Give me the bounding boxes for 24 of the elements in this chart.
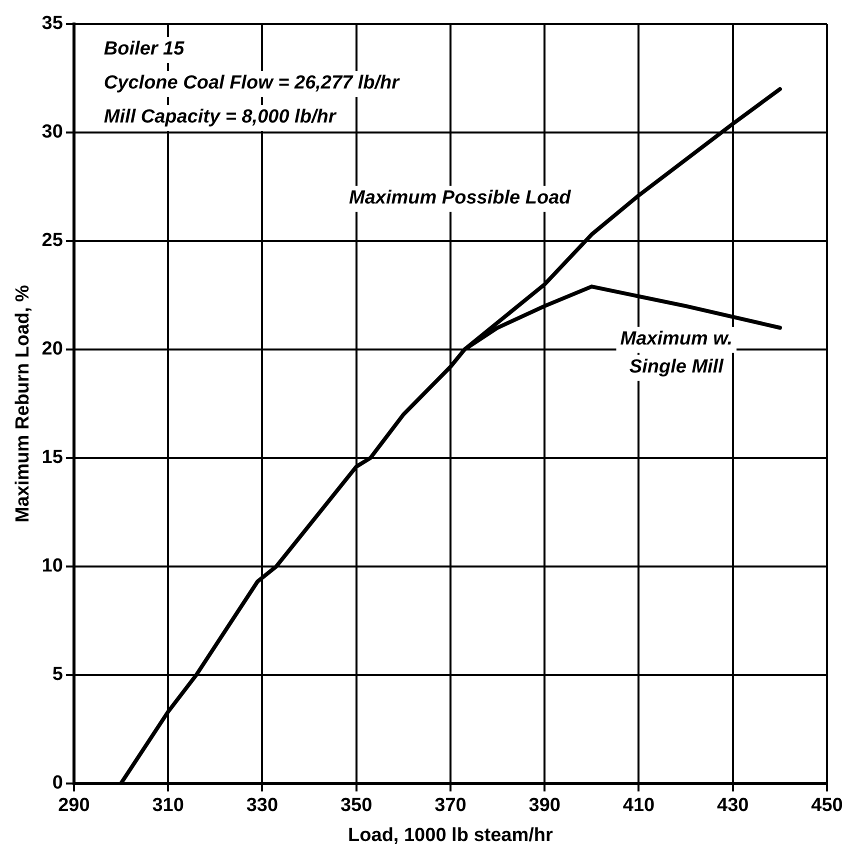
y-tick-label: 10 [42,556,63,577]
series-label: Maximum Possible Load [349,188,572,209]
series-label: Maximum w. Single Mill [620,328,733,378]
x-tick-label: 290 [58,795,90,816]
y-tick-label: 0 [52,772,63,794]
y-tick-label: 20 [42,338,63,360]
x-tick-label: 370 [434,795,466,816]
x-axis-title: Load, 1000 lb steam/hr [348,824,554,846]
annotation: Mill Capacity = 8,000 lb/hr [104,106,338,128]
x-tick-label: 430 [717,795,749,816]
y-tick-label: 25 [42,230,64,252]
y-tick-label: 15 [42,447,64,468]
x-tick-label: 390 [528,795,560,816]
annotation: Boiler 15 [104,38,185,60]
x-tick-label: 350 [340,795,372,816]
x-tick-label: 330 [246,795,278,816]
x-tick-label: 310 [152,795,184,816]
y-tick-label: 30 [42,122,63,143]
y-tick-label: 35 [42,13,64,34]
y-axis-title: Maximum Reburn Load, % [12,284,34,522]
y-tick-label: 5 [52,664,64,686]
x-tick-label: 410 [622,795,655,816]
x-tick-label: 450 [811,795,843,816]
annotation: Cyclone Coal Flow = 26,277 lb/hr [104,72,401,94]
